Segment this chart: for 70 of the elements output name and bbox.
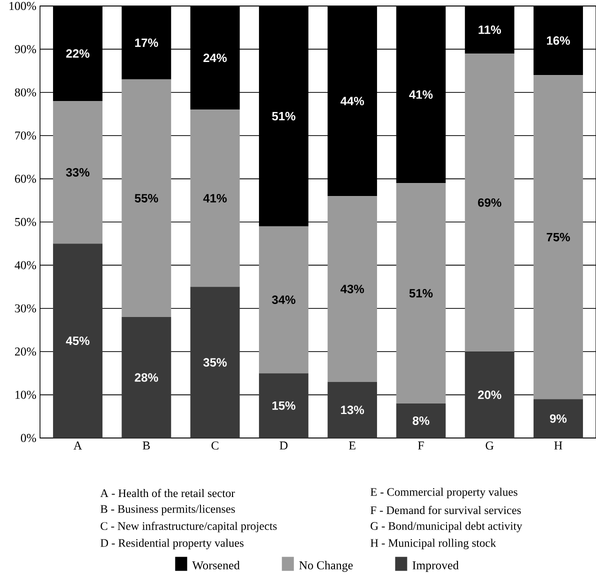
y-tick-label: 100% bbox=[10, 2, 36, 10]
x-tick-label: F bbox=[418, 442, 424, 450]
text: C - New infrastructure/capital projects bbox=[100, 522, 277, 532]
data-label: 51% bbox=[272, 112, 296, 120]
bar bbox=[258, 226, 308, 374]
data-label: 20% bbox=[478, 390, 502, 400]
text: H - Municipal rolling stock bbox=[370, 538, 496, 550]
data-label: 44% bbox=[340, 96, 364, 106]
y-tick-label: 80% bbox=[14, 88, 36, 96]
data-label: 33% bbox=[66, 168, 90, 177]
data-label: 24% bbox=[203, 54, 227, 62]
y-tick-label: 40% bbox=[14, 261, 36, 270]
y-tick-label: 60% bbox=[14, 174, 36, 183]
y-tick-label: 50% bbox=[15, 218, 36, 226]
y-tick-label: 10% bbox=[16, 390, 36, 399]
x-tick-label: C bbox=[212, 442, 218, 450]
bar bbox=[53, 244, 102, 438]
text: D - Residential property values bbox=[100, 538, 244, 550]
x-tick-label: A bbox=[74, 442, 82, 450]
x-tick-label: G bbox=[486, 442, 494, 450]
data-label: 8% bbox=[412, 416, 430, 425]
x-tick-label: E bbox=[349, 442, 356, 450]
y-tick-label: 20% bbox=[15, 348, 36, 356]
bar bbox=[190, 286, 240, 438]
data-label: 55% bbox=[134, 194, 158, 202]
text: B - Business permits/licenses bbox=[100, 504, 235, 516]
data-label: 43% bbox=[340, 284, 364, 294]
data-label: 41% bbox=[409, 90, 433, 99]
data-label: 22% bbox=[66, 49, 90, 58]
text: G - Bond/municipal debt activity bbox=[370, 522, 522, 532]
x-tick-label: H bbox=[554, 442, 562, 450]
data-label: 13% bbox=[341, 406, 364, 414]
data-label: 45% bbox=[66, 336, 90, 346]
x-tick-label: B bbox=[142, 442, 150, 450]
bar bbox=[122, 317, 172, 438]
bar bbox=[464, 352, 514, 438]
y-tick-label: 30% bbox=[15, 304, 36, 312]
bar bbox=[190, 110, 240, 287]
data-label: 17% bbox=[135, 38, 158, 47]
y-tick-label: 90% bbox=[14, 45, 36, 54]
data-label: 75% bbox=[546, 232, 570, 242]
legend-label: Improved bbox=[412, 560, 459, 572]
data-label: 28% bbox=[134, 373, 158, 382]
bar bbox=[328, 196, 378, 382]
data-label: 11% bbox=[478, 26, 501, 34]
y-tick-label: 70% bbox=[15, 132, 36, 140]
data-label: 35% bbox=[203, 358, 227, 367]
data-label: 51% bbox=[409, 289, 433, 298]
data-label: 41% bbox=[203, 194, 227, 202]
bar bbox=[53, 101, 102, 244]
bar bbox=[122, 79, 172, 318]
data-label: 34% bbox=[272, 296, 296, 304]
text: A - Health of the retail sector bbox=[100, 488, 235, 498]
data-label: 9% bbox=[550, 414, 567, 423]
legend-label: No Change bbox=[299, 560, 353, 572]
bar bbox=[328, 382, 378, 438]
bar bbox=[396, 403, 446, 438]
bar bbox=[534, 75, 583, 400]
data-label: 15% bbox=[272, 401, 296, 410]
bar bbox=[258, 373, 308, 438]
x-tick-label: D bbox=[280, 442, 288, 450]
text: F - Demand for survival services bbox=[370, 506, 521, 514]
bar bbox=[396, 183, 446, 404]
legend-label: Worsened bbox=[192, 560, 240, 570]
text: E - Commercial property values bbox=[370, 488, 518, 498]
bar bbox=[534, 399, 583, 438]
y-tick-label: 0% bbox=[20, 434, 36, 442]
bar bbox=[464, 54, 514, 352]
data-label: 69% bbox=[478, 198, 502, 207]
data-label: 16% bbox=[546, 36, 570, 45]
